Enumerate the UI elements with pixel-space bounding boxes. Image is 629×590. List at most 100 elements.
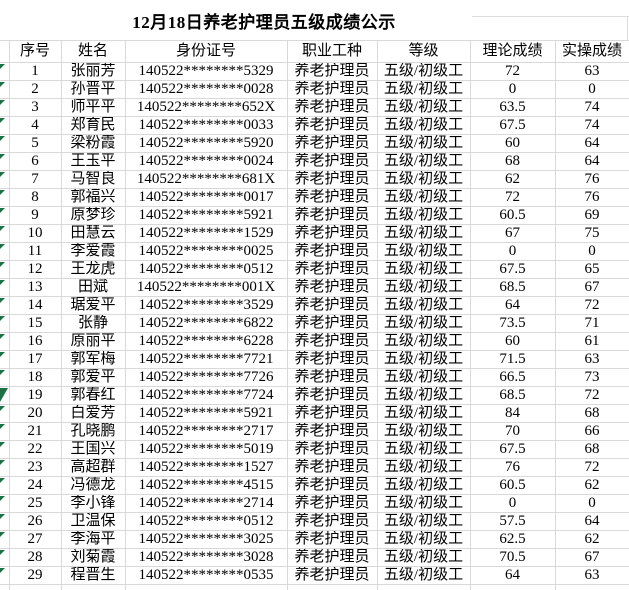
cell-level[interactable]: 五级/初级工 [377, 387, 470, 405]
cell-theory[interactable]: 62.5 [470, 531, 555, 549]
cell-id[interactable]: 140522********5921 [125, 405, 287, 423]
cell-level[interactable]: 五级/初级工 [377, 315, 470, 333]
cell-level[interactable]: 五级/初级工 [377, 225, 470, 243]
cell-level[interactable]: 五级/初级工 [377, 567, 470, 585]
cell-no[interactable]: 17 [9, 351, 61, 369]
cell-level[interactable]: 五级/初级工 [377, 549, 470, 567]
cell-id[interactable]: 140522********1529 [125, 225, 287, 243]
cell-job[interactable]: 养老护理员 [287, 495, 377, 513]
header-no[interactable]: 序号 [9, 41, 61, 63]
cell-theory[interactable]: 84 [470, 405, 555, 423]
row-flag-cell[interactable] [0, 531, 9, 549]
cell-job[interactable]: 养老护理员 [287, 459, 377, 477]
cell-job[interactable]: 养老护理员 [287, 513, 377, 531]
cell-name[interactable]: 郭爱平 [61, 369, 125, 387]
row-flag-cell[interactable] [0, 387, 9, 405]
cell-level[interactable]: 五级/初级工 [377, 99, 470, 117]
cell-name[interactable]: 田斌 [61, 279, 125, 297]
cell-no[interactable]: 22 [9, 441, 61, 459]
cell-name[interactable]: 张静 [61, 315, 125, 333]
cell-name[interactable]: 李海平 [61, 531, 125, 549]
cell-no[interactable]: 27 [9, 531, 61, 549]
cell-no[interactable]: 14 [9, 297, 61, 315]
cell-level[interactable]: 五级/初级工 [377, 459, 470, 477]
row-flag-cell[interactable] [0, 261, 9, 279]
cell-name[interactable]: 程晋生 [61, 567, 125, 585]
cell-level[interactable]: 五级/初级工 [377, 171, 470, 189]
header-id[interactable]: 身份证号 [125, 41, 287, 63]
cell-theory[interactable]: 64 [470, 297, 555, 315]
cell-id[interactable]: 140522********652X [125, 99, 287, 117]
cell-practical[interactable]: 73 [555, 369, 629, 387]
cell-id[interactable]: 140522********001X [125, 279, 287, 297]
cell-practical[interactable]: 64 [555, 135, 629, 153]
row-flag-cell[interactable] [0, 207, 9, 225]
cell-id[interactable]: 140522********5921 [125, 207, 287, 225]
cell-level[interactable]: 五级/初级工 [377, 441, 470, 459]
empty-cell[interactable] [0, 585, 9, 590]
cell-id[interactable]: 140522********0017 [125, 189, 287, 207]
row-flag-cell[interactable] [0, 171, 9, 189]
cell-no[interactable]: 20 [9, 405, 61, 423]
cell-job[interactable]: 养老护理员 [287, 297, 377, 315]
cell-no[interactable]: 25 [9, 495, 61, 513]
cell-name[interactable]: 原梦珍 [61, 207, 125, 225]
cell-practical[interactable]: 0 [555, 81, 629, 99]
cell-theory[interactable]: 76 [470, 459, 555, 477]
cell-id[interactable]: 140522********7721 [125, 351, 287, 369]
cell-no[interactable]: 13 [9, 279, 61, 297]
cell-name[interactable]: 孙晋平 [61, 81, 125, 99]
cell-name[interactable]: 郭福兴 [61, 189, 125, 207]
cell-level[interactable]: 五级/初级工 [377, 279, 470, 297]
cell-job[interactable]: 养老护理员 [287, 81, 377, 99]
cell-theory[interactable]: 68.5 [470, 387, 555, 405]
cell-practical[interactable]: 72 [555, 459, 629, 477]
cell-theory[interactable]: 67.5 [470, 117, 555, 135]
row-flag-cell[interactable] [0, 315, 9, 333]
cell-practical[interactable]: 76 [555, 171, 629, 189]
row-flag-cell[interactable] [0, 441, 9, 459]
cell-id[interactable]: 140522********6228 [125, 333, 287, 351]
cell-name[interactable]: 张丽芳 [61, 63, 125, 81]
cell-level[interactable]: 五级/初级工 [377, 297, 470, 315]
row-flag-cell[interactable] [0, 135, 9, 153]
cell-practical[interactable]: 71 [555, 315, 629, 333]
cell-job[interactable]: 养老护理员 [287, 99, 377, 117]
cell-job[interactable]: 养老护理员 [287, 423, 377, 441]
cell-level[interactable]: 五级/初级工 [377, 333, 470, 351]
cell-id[interactable]: 140522********0033 [125, 117, 287, 135]
cell-level[interactable]: 五级/初级工 [377, 63, 470, 81]
cell-id[interactable]: 140522********0025 [125, 243, 287, 261]
row-flag-cell[interactable] [0, 549, 9, 567]
cell-no[interactable]: 10 [9, 225, 61, 243]
cell-name[interactable]: 刘菊霞 [61, 549, 125, 567]
cell-practical[interactable]: 72 [555, 387, 629, 405]
cell-job[interactable]: 养老护理员 [287, 171, 377, 189]
cell-level[interactable]: 五级/初级工 [377, 477, 470, 495]
cell-practical[interactable]: 64 [555, 153, 629, 171]
cell-practical[interactable]: 69 [555, 207, 629, 225]
cell-theory[interactable]: 0 [470, 495, 555, 513]
cell-job[interactable]: 养老护理员 [287, 441, 377, 459]
cell-no[interactable]: 8 [9, 189, 61, 207]
cell-job[interactable]: 养老护理员 [287, 333, 377, 351]
empty-cell[interactable] [470, 585, 555, 590]
cell-id[interactable]: 140522********0028 [125, 81, 287, 99]
cell-level[interactable]: 五级/初级工 [377, 261, 470, 279]
cell-id[interactable]: 140522********0512 [125, 513, 287, 531]
row-flag-cell[interactable] [0, 63, 9, 81]
row-flag-cell[interactable] [0, 189, 9, 207]
cell-practical[interactable]: 68 [555, 441, 629, 459]
cell-no[interactable]: 3 [9, 99, 61, 117]
cell-practical[interactable]: 62 [555, 477, 629, 495]
cell-practical[interactable]: 0 [555, 243, 629, 261]
row-flag-cell[interactable] [0, 567, 9, 585]
cell-no[interactable]: 2 [9, 81, 61, 99]
cell-theory[interactable]: 67.5 [470, 261, 555, 279]
cell-theory[interactable]: 71.5 [470, 351, 555, 369]
cell-theory[interactable]: 60.5 [470, 477, 555, 495]
row-flag-cell[interactable] [0, 225, 9, 243]
cell-name[interactable]: 李小锋 [61, 495, 125, 513]
empty-cell[interactable] [125, 585, 287, 590]
cell-practical[interactable]: 74 [555, 99, 629, 117]
